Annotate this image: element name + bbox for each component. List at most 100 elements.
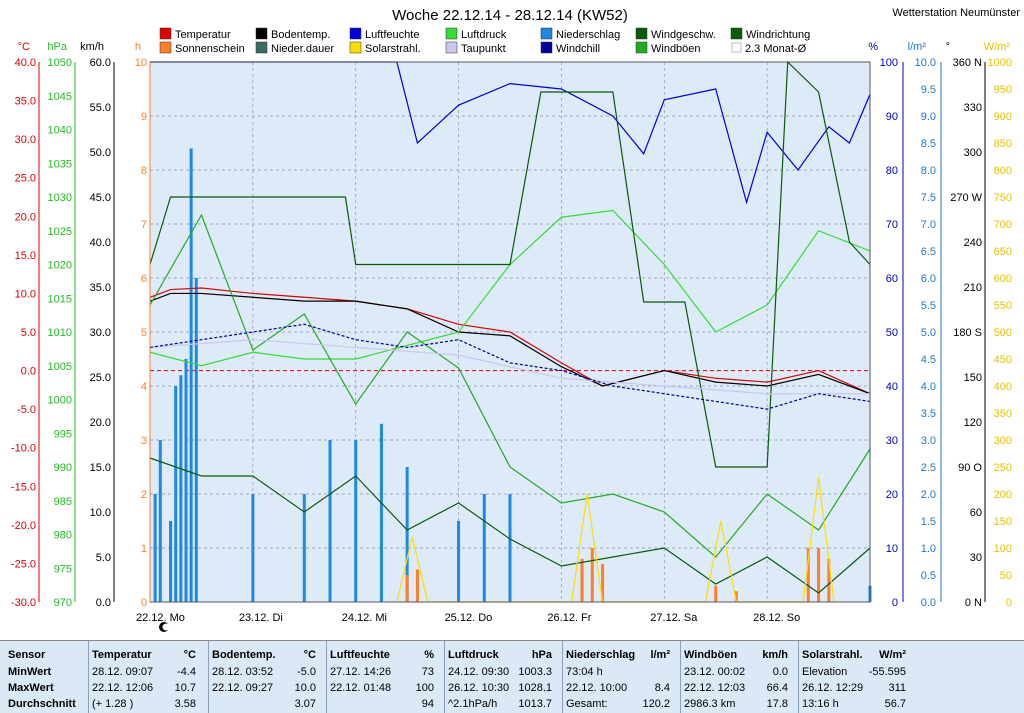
axis-tick-label: 9 xyxy=(141,111,147,123)
stat-cell-label: 13:16 h xyxy=(802,698,839,710)
axis-tick-label: 750 xyxy=(994,192,1012,204)
axis-tick-label: 2.0 xyxy=(921,489,936,501)
axis-tick-label: 7 xyxy=(141,219,147,231)
stat-column-header: Temperatur xyxy=(92,649,152,661)
axis-tick-label: 1050 xyxy=(48,57,72,69)
stat-cell-value: -4.4 xyxy=(177,666,196,678)
axis-tick-label: 1025 xyxy=(48,226,72,238)
stat-cell-label: Elevation xyxy=(802,666,848,678)
x-day-label: 22.12. Mo xyxy=(136,612,185,624)
stat-cell-value: 66.4 xyxy=(766,682,788,694)
stat-cell-label: Gesamt: xyxy=(566,698,608,710)
axis-tick-label: 9.5 xyxy=(921,84,936,96)
axis-tick-label: 210 xyxy=(964,282,982,294)
stat-column: Solarstrahl. W/m² Elevation -55.595 26.12. 1… xyxy=(802,641,910,713)
stat-cell-label: (+ 1.28 ) xyxy=(92,698,134,710)
stat-cell-label: 22.12. 10:00 xyxy=(566,682,628,694)
axis-tick-label: 3 xyxy=(141,435,147,447)
axis-tick-label: 200 xyxy=(994,489,1012,501)
stat-cell-label: 22.12. 01:48 xyxy=(330,682,392,694)
niederschlag-bar xyxy=(184,359,188,602)
legend-label: Temperatur xyxy=(175,29,231,41)
stat-cell-value: 10.0 xyxy=(294,682,316,694)
axis-tick-label: 180 S xyxy=(953,327,982,339)
legend-label: Windchill xyxy=(556,43,600,55)
niederschlag-bar xyxy=(189,148,193,602)
axis-tick-label: 980 xyxy=(54,530,72,542)
axis-tick-label: 10 xyxy=(135,57,147,69)
axis-tick-label: 8.5 xyxy=(921,138,936,150)
axis-tick-label: 0.0 xyxy=(921,597,936,609)
axis-tick-label: 7.0 xyxy=(921,219,936,231)
stat-cell-label: 23.12. 00:02 xyxy=(684,666,746,678)
stat-cell-value: 100 xyxy=(415,682,434,694)
stat-cell-label: 24.12. 09:30 xyxy=(448,666,510,678)
axis-tick-label: 30.0 xyxy=(90,327,111,339)
moon-icon xyxy=(159,622,170,632)
stat-column: Luftdruck hPa 24.12. 09:30 1003.3 26.12. 10:… xyxy=(448,641,556,713)
stat-cell-value: 120.2 xyxy=(642,698,670,710)
axis-tick-label: 40 xyxy=(886,381,898,393)
legend-checkbox xyxy=(731,42,742,53)
axis-tick-label: 0.0 xyxy=(96,597,111,609)
stat-cell-label: 26.12. 12:29 xyxy=(802,682,864,694)
sonnenschein-bar xyxy=(601,564,605,602)
axis-tick-label: 900 xyxy=(994,111,1012,123)
axis-tick-label: -25.0 xyxy=(11,558,36,570)
stat-cell-label: Durchschnitt xyxy=(8,698,76,710)
niederschlag-bar xyxy=(328,440,332,602)
stat-column-unit: W/m² xyxy=(879,649,906,661)
axis-unit-pressure: hPa xyxy=(47,41,67,53)
stat-column: Bodentemp. °C 28.12. 03:52 -5.0 22.12. 09:27… xyxy=(212,641,320,713)
axis-tick-label: 90 xyxy=(886,111,898,123)
axis-tick-label: 5 xyxy=(141,327,147,339)
legend-swatch xyxy=(255,41,268,54)
stat-cell-value: 1028.1 xyxy=(518,682,552,694)
axis-tick-label: 950 xyxy=(994,84,1012,96)
axis-tick-label: 30 xyxy=(886,435,898,447)
stat-cell-label: MaxWert xyxy=(8,682,54,694)
legend-swatch xyxy=(730,27,743,40)
stat-separator xyxy=(798,641,799,713)
axis-tick-label: 10.0 xyxy=(90,507,111,519)
axis-tick-label: 2.5 xyxy=(921,462,936,474)
stat-column: Niederschlag l/m² 73:04 h 22.12. 10:00 8.4 Ge… xyxy=(566,641,674,713)
legend-label: Niederschlag xyxy=(556,29,620,41)
stat-column-header: Luftdruck xyxy=(448,649,499,661)
axis-tick-label: 6.0 xyxy=(921,273,936,285)
axis-tick-label: 5.5 xyxy=(921,300,936,312)
axis-tick-label: 60 xyxy=(886,273,898,285)
stat-column-header: Solarstrahl. xyxy=(802,649,863,661)
legend-label: Windrichtung xyxy=(746,29,810,41)
legend-label: Bodentemp. xyxy=(271,29,330,41)
stat-column-header: Windböen xyxy=(684,649,738,661)
weather-chart: 40.035.030.025.020.015.010.05.00.0-5.0-1… xyxy=(11,7,1020,632)
legend-swatch xyxy=(445,41,458,54)
x-day-label: 25.12. Do xyxy=(445,612,493,624)
axis-tick-label: 35.0 xyxy=(15,96,36,108)
axis-tick-label: 800 xyxy=(994,165,1012,177)
axis-tick-label: 450 xyxy=(994,354,1012,366)
sonnenschein-bar xyxy=(415,569,419,602)
stat-separator xyxy=(680,641,681,713)
axis-tick-label: 50.0 xyxy=(90,147,111,159)
line-series xyxy=(149,60,871,603)
axis-tick-label: 975 xyxy=(54,563,72,575)
axis-tick-label: 150 xyxy=(994,516,1012,528)
legend-label: 2.3 Monat-Ø xyxy=(745,43,807,55)
legend-label: Taupunkt xyxy=(461,43,506,55)
stat-separator xyxy=(208,641,209,713)
stat-separator xyxy=(88,641,89,713)
legend-swatch xyxy=(255,27,268,40)
axis-tick-label: -15.0 xyxy=(11,481,36,493)
legend-swatch xyxy=(159,27,172,40)
stat-cell-value: 1013.7 xyxy=(518,698,552,710)
axis-tick-label: 40.0 xyxy=(90,237,111,249)
axis-tick-label: 20.0 xyxy=(15,211,36,223)
sonnenschein-bar xyxy=(405,575,409,602)
axis-tick-label: 15.0 xyxy=(15,250,36,262)
axis-tick-label: 8 xyxy=(141,165,147,177)
axis-tick-label: 1010 xyxy=(48,327,72,339)
stat-column-unit: % xyxy=(424,649,434,661)
axis-unit-sun: h xyxy=(135,41,141,53)
